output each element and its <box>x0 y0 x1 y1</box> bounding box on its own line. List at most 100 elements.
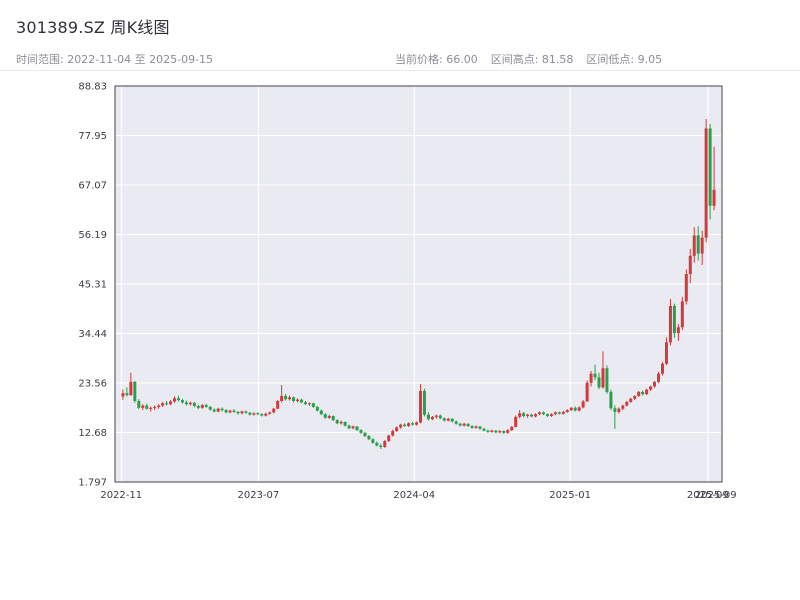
candle-body <box>196 406 200 408</box>
candle-body <box>486 430 490 432</box>
x-tick-label: 2022-11 <box>100 490 142 501</box>
candle-body <box>157 405 161 407</box>
candle-body <box>589 373 593 383</box>
candle-body <box>633 395 637 399</box>
candle-body <box>462 423 466 426</box>
candle-body <box>577 407 581 411</box>
candle-body <box>645 389 649 395</box>
candle-body <box>232 410 236 412</box>
candle-body <box>208 406 212 410</box>
candle-body <box>446 418 450 421</box>
candle-body <box>466 423 470 427</box>
candle-body <box>712 189 716 206</box>
candle-body <box>252 413 256 415</box>
candle-body <box>530 414 534 417</box>
candle-body <box>534 414 538 417</box>
candle-body <box>228 410 232 413</box>
candle-body <box>145 405 149 409</box>
candle-body <box>680 301 684 328</box>
candle-body <box>696 235 700 254</box>
candle-body <box>518 413 522 417</box>
current-price-label: 当前价格: 66.00 <box>395 53 478 66</box>
candle-body <box>180 400 184 403</box>
candle-body <box>125 393 129 396</box>
candle-body <box>422 390 426 415</box>
candle-body <box>244 411 248 413</box>
candle-body <box>538 412 542 415</box>
candle-body <box>192 402 196 407</box>
candle-body <box>379 445 383 447</box>
candle-body <box>561 411 565 414</box>
candle-body <box>307 403 311 405</box>
candle-body <box>335 420 339 424</box>
candle-body <box>494 430 498 433</box>
x-tick-label: 2025-09 <box>687 490 729 501</box>
candle-body <box>292 397 296 401</box>
candle-body <box>613 408 617 412</box>
candle-body <box>454 421 458 424</box>
candle-body <box>629 398 633 402</box>
candle-body <box>323 414 327 418</box>
candle-body <box>272 408 276 413</box>
candle-body <box>490 430 494 432</box>
candle-body <box>474 426 478 428</box>
candle-body <box>553 412 557 415</box>
candle-body <box>621 405 625 409</box>
candle-body <box>343 421 347 426</box>
candle-body <box>700 237 704 254</box>
candle-body <box>240 411 244 414</box>
candle-body <box>526 414 530 417</box>
candle-body <box>585 382 589 402</box>
candle-body <box>438 415 442 419</box>
candle-body <box>137 400 141 408</box>
candle-body <box>387 435 391 442</box>
y-tick-label: 88.83 <box>78 82 107 93</box>
candle-body <box>403 424 407 427</box>
candle-body <box>375 442 379 446</box>
candle-body <box>565 410 569 412</box>
candle-body <box>399 424 403 428</box>
candle-body <box>649 386 653 390</box>
candle-body <box>541 412 545 415</box>
candle-body <box>319 410 323 415</box>
candle-body <box>363 432 367 437</box>
candle-body <box>625 401 629 406</box>
candle-body <box>688 255 692 275</box>
candle-body <box>288 397 292 400</box>
candle-body <box>426 414 430 420</box>
candle-body <box>704 128 708 238</box>
candle-body <box>347 425 351 429</box>
x-tick-label: 2024-04 <box>393 490 435 501</box>
candle-body <box>327 416 331 418</box>
candle-body <box>569 407 573 411</box>
candle-body <box>692 235 696 256</box>
candle-body <box>557 412 561 414</box>
candle-body <box>637 391 641 396</box>
candle-body <box>371 439 375 443</box>
plot-border <box>114 85 723 483</box>
candle-body <box>331 416 335 421</box>
candle-body <box>391 431 395 436</box>
candle-body <box>280 395 284 401</box>
candle-body <box>664 342 668 364</box>
x-tick-label: 2025-01 <box>549 490 591 501</box>
candle-body <box>653 381 657 387</box>
candle-body <box>581 401 585 408</box>
candle-body <box>121 393 125 397</box>
candle-body <box>514 416 518 427</box>
candle-body <box>173 398 177 402</box>
candle-body <box>411 423 415 425</box>
y-tick-label: 12.68 <box>78 428 107 439</box>
candle-body <box>601 368 605 388</box>
y-tick-label: 56.19 <box>78 230 107 241</box>
candle-body <box>597 377 601 388</box>
candle-body <box>407 423 411 427</box>
candle-body <box>478 426 482 429</box>
candle-body <box>248 412 252 415</box>
candle-body <box>315 406 319 411</box>
candle-body <box>415 422 419 425</box>
candle-body <box>383 441 387 447</box>
candle-body <box>657 373 661 382</box>
